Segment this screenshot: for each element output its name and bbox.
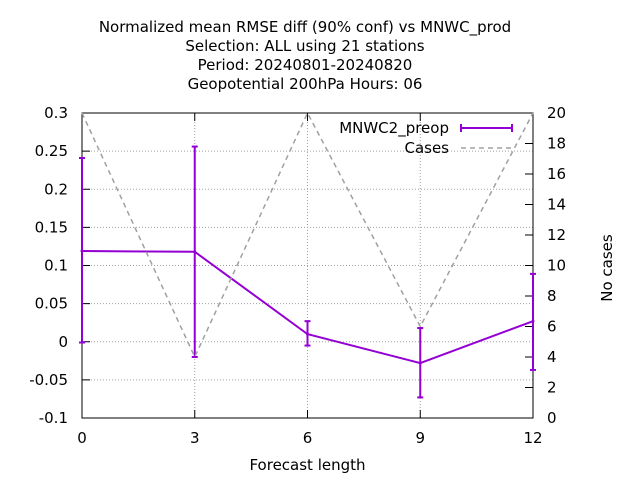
y2-tick-label: 8 bbox=[547, 287, 557, 305]
y2-tick-label: 18 bbox=[547, 135, 566, 153]
y-tick-label: 0.2 bbox=[44, 180, 68, 198]
y2-axis-label: No cases bbox=[598, 234, 616, 302]
data-point bbox=[193, 250, 197, 254]
y2-tick-label: 10 bbox=[547, 257, 566, 275]
y2-tick-label: 6 bbox=[547, 318, 557, 336]
x-axis-label: Forecast length bbox=[249, 456, 365, 474]
x-tick-label: 12 bbox=[523, 429, 542, 447]
y-tick-label: 0.25 bbox=[35, 142, 68, 160]
y2-tick-label: 2 bbox=[547, 379, 557, 397]
series-1 bbox=[81, 111, 534, 359]
data-point bbox=[418, 361, 422, 365]
chart-title-line: Normalized mean RMSE diff (90% conf) vs … bbox=[99, 18, 511, 37]
grid bbox=[82, 113, 533, 418]
series-line-cases bbox=[81, 111, 534, 359]
y-tick-label: 0.05 bbox=[35, 295, 68, 313]
chart-title: Normalized mean RMSE diff (90% conf) vs … bbox=[99, 18, 511, 93]
chart-title-line: Selection: ALL using 21 stations bbox=[185, 37, 424, 55]
x-tick-label: 0 bbox=[77, 429, 87, 447]
y-tick-label: -0.05 bbox=[29, 371, 68, 389]
chart-title-line: Geopotential 200hPa Hours: 06 bbox=[188, 75, 423, 93]
y-tick-label: -0.1 bbox=[39, 409, 68, 427]
y2-tick-label: 12 bbox=[547, 226, 566, 244]
legend-label: Cases bbox=[404, 139, 449, 157]
legend-label: MNWC2_preop bbox=[339, 119, 449, 138]
y-tick-label: 0.1 bbox=[44, 257, 68, 275]
y2-tick-label: 20 bbox=[547, 104, 566, 122]
y-tick-label: 0 bbox=[58, 333, 68, 351]
series-layer bbox=[79, 111, 536, 399]
y2-axis-ticks: 0 2 4 6 8 10 12 14 16 18 20 bbox=[525, 104, 566, 427]
series-0 bbox=[79, 145, 536, 399]
x-tick-label: 9 bbox=[415, 429, 425, 447]
y2-tick-label: 14 bbox=[547, 196, 566, 214]
x-axis-ticks: 0 3 6 9 12 bbox=[77, 113, 543, 447]
y2-tick-label: 16 bbox=[547, 165, 566, 183]
x-tick-label: 3 bbox=[190, 429, 200, 447]
data-point bbox=[531, 319, 535, 323]
chart-title-line: Period: 20240801-20240820 bbox=[198, 56, 413, 74]
y-tick-label: 0.3 bbox=[44, 104, 68, 122]
data-point bbox=[306, 332, 309, 336]
y-axis-ticks: -0.1 -0.05 0 0.05 0.1 0.15 0.2 0.25 0.3 bbox=[29, 104, 90, 427]
data-point bbox=[80, 249, 84, 253]
y2-tick-label: 4 bbox=[547, 348, 557, 366]
y2-tick-label: 0 bbox=[547, 409, 557, 427]
y-tick-label: 0.15 bbox=[35, 218, 68, 236]
x-tick-label: 6 bbox=[303, 429, 313, 447]
